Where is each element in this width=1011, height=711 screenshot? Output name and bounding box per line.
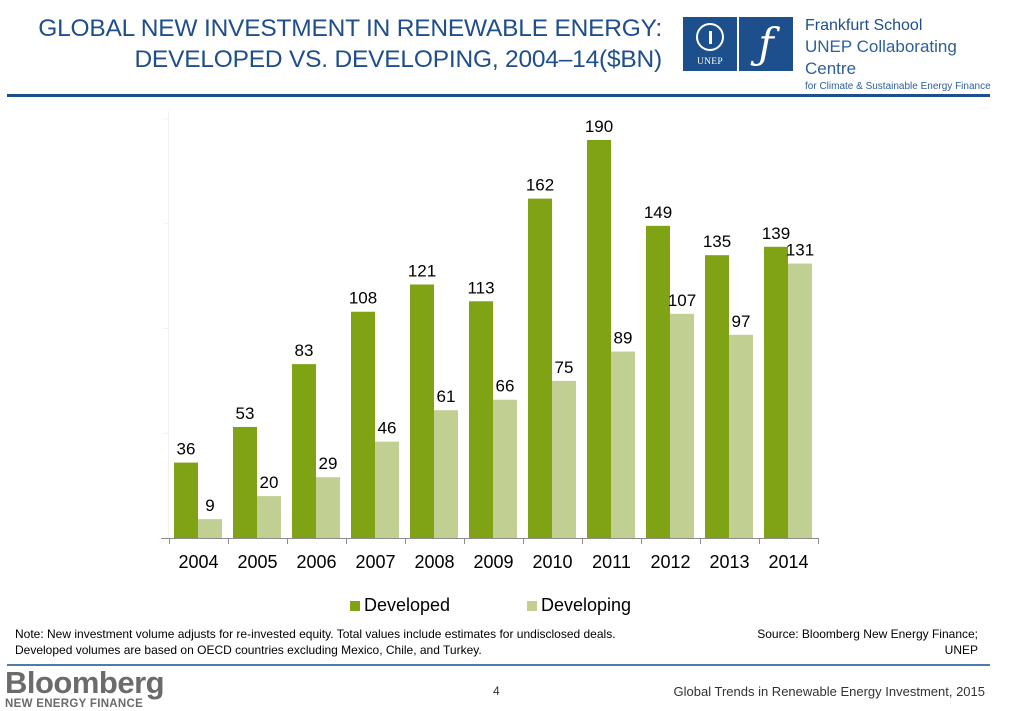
bar-developing-2014 <box>788 263 812 538</box>
data-labels: 36 9 53 20 83 29 108 46 121 61 113 66 162 75 190 89 149 1… <box>177 117 815 515</box>
data-label-developing-2009: 66 <box>496 377 515 396</box>
chart-note: Note: New investment volume adjusts for … <box>15 626 616 658</box>
legend-swatch-developing <box>527 600 537 611</box>
x-tick-labels: 2004 2005 2006 2007 2008 2009 2010 2011 2012 2013… <box>178 552 808 572</box>
data-label-developed-2009: 113 <box>467 278 494 297</box>
unep-logo-text: UNEP <box>696 57 723 67</box>
bars <box>174 139 812 539</box>
org-line1: Frankfurt School <box>805 17 923 34</box>
org-line3: for Climate & Sustainable Energy Finance <box>805 81 991 92</box>
bar-developed-2004 <box>174 462 198 538</box>
bar-developing-2006 <box>316 477 340 538</box>
bar-developed-2009 <box>469 301 493 538</box>
axes <box>161 111 819 544</box>
bar-developing-2005 <box>257 496 281 538</box>
bar-developed-2010 <box>528 198 552 539</box>
bar-developed-2005 <box>233 426 257 538</box>
data-label-developed-2010: 162 <box>526 176 554 195</box>
legend-label-developing: Developing <box>541 595 632 615</box>
bar-developing-2010 <box>552 380 576 538</box>
data-label-developed-2008: 121 <box>408 262 436 281</box>
data-label-developing-2013: 97 <box>732 312 751 331</box>
bloomberg-logo-subtitle: NEW ENERGY FINANCE <box>5 698 144 710</box>
bloomberg-logo: Bloomberg NEW ENERGY FINANCE <box>5 665 165 710</box>
organization-name: Frankfurt School UNEP Collaborating Cent… <box>805 16 1011 94</box>
unep-logo: UNEP <box>683 17 737 71</box>
data-label-developed-2012: 149 <box>644 203 672 222</box>
x-tick-label-2013: 2013 <box>709 552 749 572</box>
data-label-developed-2014: 139 <box>762 224 790 243</box>
bar-developing-2012 <box>670 313 694 538</box>
header-divider <box>7 94 990 97</box>
bar-developing-2007 <box>375 441 399 538</box>
bloomberg-logo-wordmark: Bloomberg <box>5 665 165 700</box>
legend-item-developing: Developing <box>527 595 631 616</box>
data-label-developing-2004: 9 <box>205 496 214 515</box>
note-line2: Developed volumes are based on OECD coun… <box>15 643 482 657</box>
frankfurt-school-logo: ƒ <box>739 17 793 71</box>
note-line1: Note: New investment volume adjusts for … <box>15 627 616 641</box>
x-tick-label-2012: 2012 <box>650 552 690 572</box>
source-line1: Source: Bloomberg New Energy Finance; <box>757 627 978 641</box>
data-label-developing-2010: 75 <box>555 358 574 377</box>
data-label-developing-2008: 61 <box>437 387 456 406</box>
bar-developed-2006 <box>292 364 316 538</box>
legend-label-developed: Developed <box>364 595 451 615</box>
x-tick-label-2009: 2009 <box>473 552 513 572</box>
data-label-developed-2005: 53 <box>236 404 255 423</box>
bar-developing-2008 <box>434 410 458 538</box>
x-tick-label-2007: 2007 <box>355 552 395 572</box>
data-label-developing-2014: 131 <box>786 241 814 260</box>
slide-title: GLOBAL NEW INVESTMENT IN RENEWABLE ENERG… <box>2 13 662 75</box>
slide-title-line2: DEVELOPED VS. DEVELOPING, 2004–14($BN) <box>134 46 662 73</box>
x-tick-label-2005: 2005 <box>237 552 277 572</box>
slide-title-line1: GLOBAL NEW INVESTMENT IN RENEWABLE ENERG… <box>38 15 662 42</box>
bar-developed-2008 <box>410 284 434 538</box>
unep-emblem-icon <box>696 23 724 51</box>
legend-swatch-developed <box>350 600 360 611</box>
footer-divider <box>7 664 990 666</box>
data-label-developed-2007: 108 <box>349 289 377 308</box>
org-line2: UNEP Collaborating Centre <box>805 37 957 78</box>
data-label-developing-2005: 20 <box>260 473 279 492</box>
x-tick-label-2010: 2010 <box>532 552 572 572</box>
data-label-developed-2013: 135 <box>703 232 731 251</box>
bar-chart: 36 9 53 20 83 29 108 46 121 61 113 66 162 75 190 89 149 1… <box>161 111 819 572</box>
page-number: 4 <box>493 684 500 698</box>
bar-developed-2013 <box>705 255 729 539</box>
source-line2: UNEP <box>944 643 978 657</box>
data-label-developed-2006: 83 <box>295 341 314 360</box>
bar-developing-2009 <box>493 399 517 538</box>
x-tick-label-2006: 2006 <box>296 552 336 572</box>
data-label-developed-2011: 190 <box>585 117 613 136</box>
x-tick-label-2004: 2004 <box>178 552 218 572</box>
x-tick-label-2011: 2011 <box>592 552 631 572</box>
data-label-developing-2012: 107 <box>668 291 696 310</box>
x-tick-label-2008: 2008 <box>414 552 454 572</box>
data-label-developed-2004: 36 <box>177 440 196 459</box>
bar-developing-2004 <box>198 519 222 538</box>
bar-developed-2011 <box>587 139 611 538</box>
bar-developed-2014 <box>764 246 788 539</box>
x-tick-label-2014: 2014 <box>768 552 808 572</box>
report-title: Global Trends in Renewable Energy Invest… <box>673 684 985 699</box>
data-label-developing-2007: 46 <box>378 419 397 438</box>
legend-item-developed: Developed <box>350 595 450 616</box>
chart-source: Source: Bloomberg New Energy Finance; UN… <box>757 626 978 658</box>
frankfurt-school-f-icon: ƒ <box>758 19 774 68</box>
data-label-developing-2006: 29 <box>319 454 338 473</box>
bar-developed-2007 <box>351 311 375 538</box>
bar-developed-2012 <box>646 225 670 538</box>
data-label-developing-2011: 89 <box>614 329 633 348</box>
bar-developing-2011 <box>611 351 635 538</box>
bar-developing-2013 <box>729 334 753 538</box>
